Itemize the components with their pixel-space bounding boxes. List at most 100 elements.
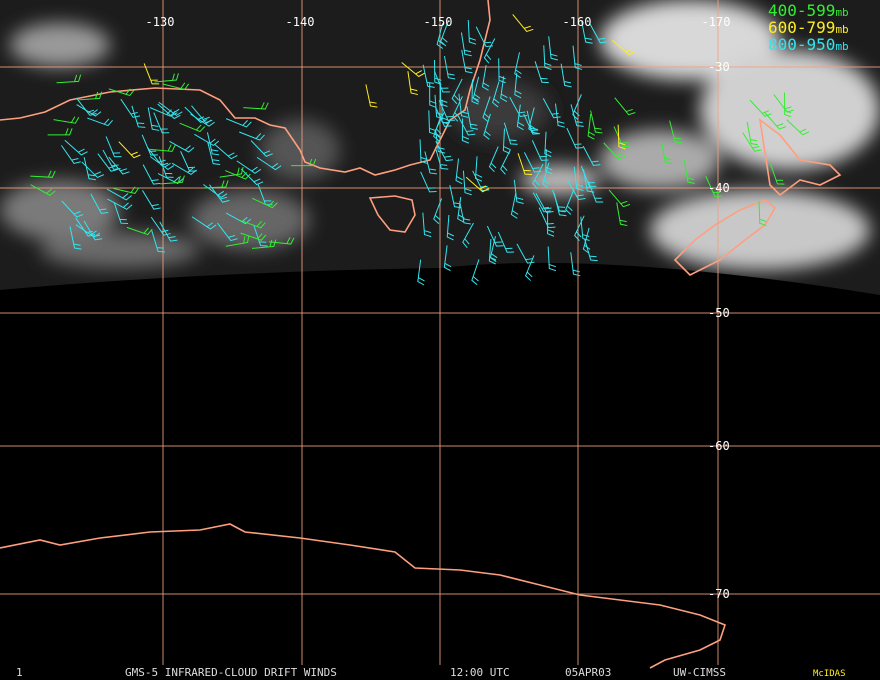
wind-barb: [580, 165, 597, 187]
wind-barb: [705, 176, 722, 197]
wind-barb: [171, 162, 197, 176]
wind-barb: [543, 45, 552, 70]
wind-barb: [108, 156, 130, 175]
wind-barb: [466, 106, 479, 130]
wind-barb: [147, 147, 169, 166]
wind-barb: [783, 92, 792, 118]
wind-barb: [113, 202, 129, 225]
wind-barb: [47, 128, 73, 136]
wind-barb: [465, 176, 490, 193]
wind-barb: [531, 140, 549, 161]
wind-barb: [219, 166, 244, 178]
wind-barb: [159, 221, 178, 242]
wind-barb: [532, 192, 551, 213]
wind-barb: [90, 193, 109, 214]
wind-barb: [436, 22, 445, 49]
wind-barb: [572, 94, 582, 120]
wind-barb: [120, 98, 141, 118]
wind-barb: [481, 64, 490, 91]
wind-barb: [433, 198, 443, 225]
footer: 1 GMS-5 INFRARED-CLOUD DRIFT WINDS 12:00…: [16, 666, 846, 679]
wind-barb: [538, 207, 556, 229]
wind-barb: [154, 73, 179, 83]
wind-barb: [567, 180, 586, 201]
wind-barb: [590, 110, 603, 134]
lon-label: -150: [424, 15, 453, 29]
wind-barb: [428, 110, 437, 136]
lon-label: -140: [286, 15, 315, 29]
wind-barb: [429, 82, 437, 108]
wind-barb: [758, 201, 767, 227]
wind-barb: [542, 162, 550, 189]
wind-barb: [56, 74, 82, 84]
wind-barb: [225, 118, 252, 128]
wind-barb: [239, 131, 265, 141]
wind-barb: [76, 104, 102, 117]
wind-barb: [742, 132, 762, 152]
wind-barb: [589, 23, 608, 44]
wind-barb: [203, 184, 228, 199]
wind-barb: [440, 20, 449, 47]
legend-entry: 600-799mb: [768, 18, 849, 37]
legend-unit: mb: [835, 6, 848, 19]
legend-range: 600-799: [768, 18, 835, 37]
wind-barb: [365, 84, 378, 108]
wind-barb: [581, 20, 593, 44]
wind-barb: [516, 243, 535, 264]
wind-barb: [613, 126, 631, 148]
wind-barb: [424, 151, 437, 175]
wind-barb: [554, 103, 565, 128]
wind-barb: [582, 169, 595, 193]
wind-barb: [513, 179, 524, 204]
wind-barb: [572, 45, 583, 70]
lon-label: -130: [146, 15, 175, 29]
legend-range: 400-599: [768, 1, 835, 20]
software: McIDAS: [813, 669, 846, 679]
wind-barbs: [30, 14, 810, 286]
wind-barb: [608, 189, 631, 208]
wind-barb: [236, 160, 262, 174]
wind-barb: [64, 139, 88, 156]
wind-barb: [443, 55, 456, 80]
lon-label: -170: [702, 15, 731, 29]
wind-barb: [180, 151, 197, 172]
wind-barb: [203, 180, 229, 189]
wind-barb: [746, 121, 759, 146]
wind-barb: [106, 188, 132, 201]
legend-range: 800-950: [768, 35, 835, 54]
wind-barb: [163, 82, 190, 91]
wind-barb: [523, 152, 542, 173]
wind-barb: [118, 141, 141, 159]
legend-entry: 800-950mb: [768, 35, 849, 54]
wind-barb: [87, 117, 113, 127]
wind-barb: [419, 139, 428, 165]
wind-barb: [153, 112, 170, 134]
lat-label: -40: [708, 181, 730, 195]
wind-barb: [179, 122, 206, 133]
wind-barb: [158, 101, 183, 117]
wind-barb: [157, 103, 181, 120]
longitude-labels: -130 -140 -150 -160 -170: [146, 15, 731, 29]
graticule: [0, 0, 880, 665]
wind-barb: [483, 113, 491, 140]
wind-barb: [113, 186, 140, 194]
wind-barb: [401, 62, 426, 78]
wind-barb: [502, 128, 511, 154]
wind-barb: [526, 110, 539, 134]
wind-barb: [455, 158, 463, 185]
wind-barb: [149, 156, 175, 170]
wind-barb: [147, 107, 160, 131]
wind-barb: [462, 222, 474, 248]
wind-barb: [580, 216, 590, 241]
wind-barb: [250, 140, 273, 157]
wind-barb: [532, 163, 544, 190]
wind-barb: [53, 116, 80, 124]
wind-barb: [251, 239, 277, 249]
wind-barb: [184, 106, 208, 124]
wind-barb: [434, 147, 449, 170]
wind-barb: [483, 38, 496, 64]
wind-barb: [69, 226, 82, 250]
wind-barb: [169, 140, 195, 153]
wind-barb: [514, 52, 522, 79]
wind-barb: [617, 124, 626, 150]
